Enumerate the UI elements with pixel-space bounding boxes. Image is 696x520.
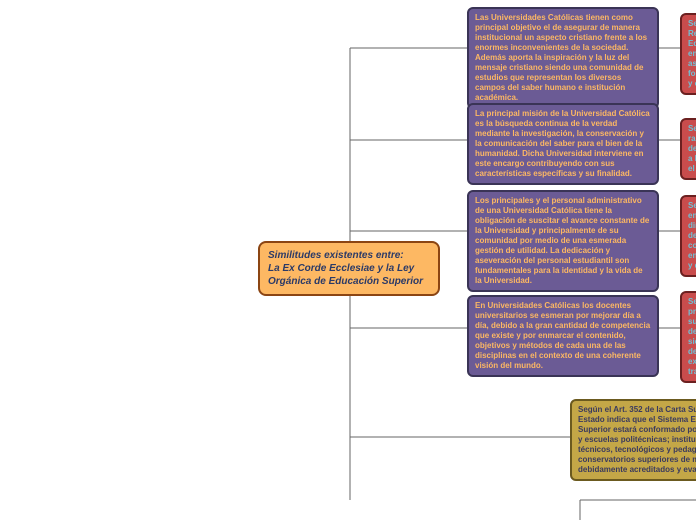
purple-node-text: Los principales y el personal administra… [475, 196, 649, 285]
red-node-2[interactable]: Seg en dir de con en y d [680, 195, 696, 277]
red-node-text: Seg Rea Ed en así fon y o [688, 19, 696, 88]
central-line1: Similitudes existentes entre: [268, 249, 430, 262]
purple-node-0[interactable]: Las Universidades Católicas tienen como … [467, 7, 659, 109]
red-node-3[interactable]: Seg pro sup de sie de ext tra [680, 291, 696, 383]
central-line2: La Ex Corde Ecclesiae y la Ley [268, 262, 430, 275]
red-node-0[interactable]: Seg Rea Ed en así fon y o [680, 13, 696, 95]
gold-node[interactable]: Según el Art. 352 de la Carta Suprema de… [570, 399, 696, 481]
purple-node-1[interactable]: La principal misión de la Universidad Ca… [467, 103, 659, 185]
red-node-text: Seg pro sup de sie de ext tra [688, 297, 696, 376]
purple-node-2[interactable]: Los principales y el personal administra… [467, 190, 659, 292]
central-line3: Orgánica de Educación Superior [268, 275, 430, 288]
red-node-text: Seg rac de a la el c [688, 124, 696, 173]
gold-node-text: Según el Art. 352 de la Carta Suprema de… [578, 405, 696, 474]
purple-node-text: En Universidades Católicas los docentes … [475, 301, 650, 370]
purple-node-3[interactable]: En Universidades Católicas los docentes … [467, 295, 659, 377]
purple-node-text: Las Universidades Católicas tienen como … [475, 13, 647, 102]
purple-node-text: La principal misión de la Universidad Ca… [475, 109, 650, 178]
red-node-1[interactable]: Seg rac de a la el c [680, 118, 696, 180]
central-topic[interactable]: Similitudes existentes entre: La Ex Cord… [258, 241, 440, 296]
red-node-text: Seg en dir de con en y d [688, 201, 696, 270]
